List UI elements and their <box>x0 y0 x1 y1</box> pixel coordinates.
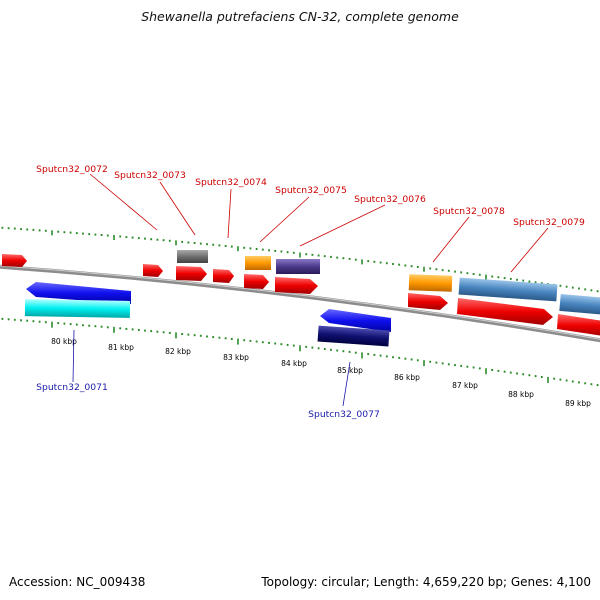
gene-box <box>458 277 558 302</box>
scale-label: 88 kbp <box>508 390 534 399</box>
gene-arrow <box>26 282 131 304</box>
gene-arrow <box>408 293 448 310</box>
gene-box <box>559 293 600 316</box>
leader-line <box>432 216 470 263</box>
leader-line <box>259 196 310 243</box>
gene-label: Sputcn32_0073 <box>114 170 186 181</box>
label-leaders <box>72 173 549 407</box>
outer-tick-ring <box>1 226 599 293</box>
gene-arrow <box>176 266 207 281</box>
gene-arrow <box>213 269 234 283</box>
gene-box <box>245 256 271 270</box>
map-title: Shewanella putrefaciens CN-32, complete … <box>141 9 459 24</box>
scale-label: 83 kbp <box>223 353 249 362</box>
leader-line <box>299 204 386 247</box>
gene-arrow <box>244 274 269 289</box>
scale-label: 82 kbp <box>165 347 191 356</box>
scale-label: 84 kbp <box>281 359 307 368</box>
genome-summary-text: Topology: circular; Length: 4,659,220 bp… <box>261 575 591 589</box>
gene-arrow <box>557 314 600 336</box>
gene-arrow <box>457 298 553 325</box>
leader-line <box>342 361 351 407</box>
gene-arrow <box>320 309 391 332</box>
gene-box <box>177 250 208 263</box>
gene-arrow <box>275 277 318 294</box>
inner-tick-ring <box>1 317 599 387</box>
accession-text: Accession: NC_009438 <box>9 575 146 589</box>
gene-arrow <box>143 264 163 277</box>
scale-label: 86 kbp <box>394 373 420 382</box>
gene-arrow <box>2 254 27 267</box>
leader-line <box>159 181 196 236</box>
scale-label: 80 kbp <box>51 337 77 346</box>
leader-line <box>72 329 75 383</box>
gene-label: Sputcn32_0071 <box>36 382 108 393</box>
leader-line <box>89 173 158 231</box>
gene-box <box>24 299 131 318</box>
genome-backbone-highlight <box>0 265 600 340</box>
gene-labels: Sputcn32_0071 Sputcn32_0072 Sputcn32_007… <box>36 164 585 420</box>
gene-label: Sputcn32_0075 <box>275 185 347 196</box>
gene-box <box>408 274 453 292</box>
forward-strand-genes <box>2 250 600 336</box>
gene-box <box>317 325 390 347</box>
scale-label: 89 kbp <box>565 399 591 408</box>
scale-label: 85 kbp <box>337 366 363 375</box>
scale-label: 87 kbp <box>452 381 478 390</box>
gene-label: Sputcn32_0072 <box>36 164 108 175</box>
gene-box <box>276 259 320 274</box>
scale-labels: 80 kbp 81 kbp 82 kbp 83 kbp 84 kbp 85 kb… <box>51 337 591 408</box>
genome-backbone <box>0 264 600 343</box>
scale-label: 81 kbp <box>108 343 134 352</box>
gene-label: Sputcn32_0076 <box>354 194 426 205</box>
leader-line <box>227 188 232 239</box>
reverse-strand-genes <box>24 282 391 347</box>
gene-label: Sputcn32_0077 <box>308 409 380 420</box>
leader-line <box>510 227 549 273</box>
gene-label: Sputcn32_0079 <box>513 217 585 228</box>
gene-label: Sputcn32_0078 <box>433 206 505 217</box>
gene-label: Sputcn32_0074 <box>195 177 267 188</box>
